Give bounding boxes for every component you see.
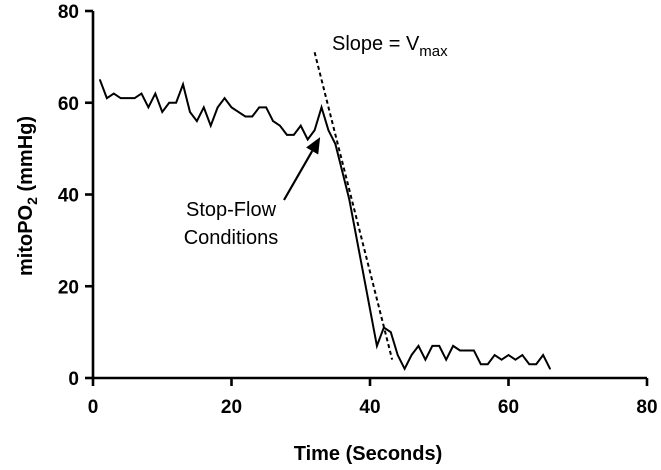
data-point xyxy=(196,120,198,122)
data-point xyxy=(112,92,115,95)
data-point xyxy=(237,111,240,113)
data-point xyxy=(161,111,164,113)
slope-annotation-sub: max xyxy=(419,43,448,60)
data-point xyxy=(279,124,281,127)
data-point xyxy=(216,106,219,109)
x-tick-label-0: 0 xyxy=(88,397,99,418)
data-point xyxy=(500,358,503,361)
data-point xyxy=(209,124,212,127)
data-point xyxy=(203,106,205,109)
data-point xyxy=(334,143,337,145)
x-axis: 0 20 40 60 80 xyxy=(88,376,658,418)
data-point xyxy=(168,101,170,104)
y-axis-title: mitoPO2 (mmHg) xyxy=(15,116,40,276)
data-point xyxy=(507,354,510,356)
data-point xyxy=(251,115,254,118)
data-point xyxy=(258,106,261,109)
slope-dashed-line xyxy=(313,52,394,360)
data-point xyxy=(99,79,101,81)
data-point xyxy=(189,111,191,113)
data-point xyxy=(320,106,323,109)
data-point xyxy=(514,358,517,361)
data-point xyxy=(466,349,468,352)
data-point xyxy=(549,368,551,370)
y-tick-label-80: 80 xyxy=(58,2,79,23)
data-point xyxy=(244,115,247,118)
data-point xyxy=(348,198,351,200)
data-point xyxy=(473,349,475,352)
data-point xyxy=(147,106,150,109)
data-point xyxy=(126,97,129,99)
data-point xyxy=(521,354,524,356)
data-point xyxy=(106,97,108,99)
data-point xyxy=(175,101,177,104)
y-tick-label-40: 40 xyxy=(58,186,79,207)
data-point xyxy=(376,345,378,347)
data-point xyxy=(286,134,288,136)
data-point xyxy=(154,92,157,95)
y-axis-title-sub: 2 xyxy=(24,197,40,205)
data-point xyxy=(293,134,295,136)
data-point xyxy=(230,106,233,109)
data-point xyxy=(299,124,302,127)
data-point xyxy=(265,106,267,109)
x-tick-label-80: 80 xyxy=(636,397,657,418)
data-point xyxy=(272,120,274,122)
data-point xyxy=(140,92,143,95)
y-tick-label-0: 0 xyxy=(68,369,79,390)
data-point xyxy=(355,234,357,237)
data-point xyxy=(459,349,461,352)
stop-flow-arrow-shaft xyxy=(283,150,314,201)
stop-flow-arrow-head xyxy=(306,137,321,155)
data-point xyxy=(480,363,482,366)
data-point xyxy=(493,354,496,356)
series-line-mitoPO2 xyxy=(98,79,551,372)
x-axis-title: Time (Seconds) xyxy=(294,443,443,465)
y-tick-label-60: 60 xyxy=(58,94,79,115)
slope-annotation: Slope = Vmax xyxy=(332,33,448,60)
y-axis-title-unit: (mmHg) xyxy=(15,116,37,197)
data-point xyxy=(410,354,413,356)
x-tick-label-40: 40 xyxy=(359,397,380,418)
data-point xyxy=(542,354,544,356)
data-point xyxy=(133,97,136,99)
x-tick-label-20: 20 xyxy=(221,397,242,418)
data-point xyxy=(341,170,344,173)
data-point xyxy=(313,129,316,132)
data-point xyxy=(424,358,427,361)
data-point xyxy=(452,345,454,347)
data-point xyxy=(438,345,441,347)
data-point xyxy=(327,129,330,132)
y-axis: 0 20 40 60 80 xyxy=(58,2,95,390)
slope-annotation-text: Slope = V xyxy=(332,33,420,55)
data-point xyxy=(417,345,420,347)
data-point xyxy=(403,368,406,370)
stop-flow-annotation-line2: Conditions xyxy=(184,227,279,249)
data-point xyxy=(396,354,399,356)
data-point xyxy=(223,97,226,99)
data-point xyxy=(528,363,531,366)
data-point xyxy=(362,271,364,274)
data-point xyxy=(389,331,392,333)
y-tick-label-20: 20 xyxy=(58,277,79,298)
series-points xyxy=(99,79,551,370)
data-point xyxy=(431,345,434,347)
data-point xyxy=(369,308,371,310)
data-point xyxy=(535,363,537,366)
stop-flow-annotation-line1: Stop-Flow xyxy=(186,199,277,221)
data-point xyxy=(486,363,489,366)
data-point xyxy=(182,83,184,86)
data-point xyxy=(306,138,309,141)
x-tick-label-60: 60 xyxy=(498,397,519,418)
data-point xyxy=(445,358,447,361)
y-axis-title-main: mitoPO xyxy=(15,205,37,276)
data-point xyxy=(119,97,122,99)
